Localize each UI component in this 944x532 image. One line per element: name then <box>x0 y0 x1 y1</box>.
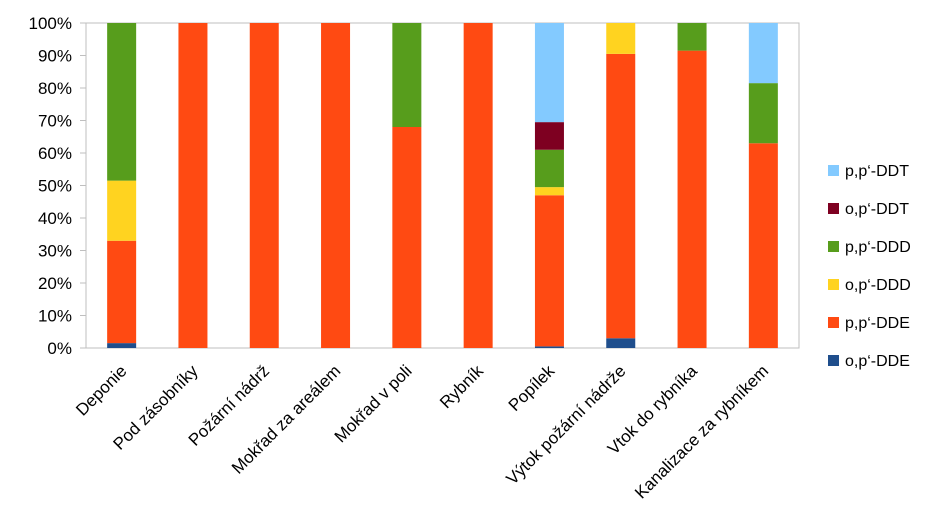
legend: p,p‘-DDT o,p‘-DDT p,p‘-DDD o,p‘-DDD p,p‘-DDE… <box>828 163 911 370</box>
y-tick-label: 90% <box>38 47 72 66</box>
bar-segment <box>463 23 493 348</box>
x-category-label: Výtok požární nádrže <box>503 361 630 488</box>
bar-segment <box>606 53 636 339</box>
legend-label: o,p‘-DDD <box>845 277 911 294</box>
y-tick-label: 70% <box>38 112 72 131</box>
bar-segment <box>534 346 564 348</box>
legend-swatch <box>828 165 839 176</box>
bar-segment <box>107 180 137 241</box>
bar-segment <box>249 23 279 348</box>
bar-segment <box>321 23 351 348</box>
x-category-label: Deponie <box>72 361 130 419</box>
legend-swatch <box>828 203 839 214</box>
bar-segment <box>534 149 564 188</box>
y-axis-ticks: 0% 10% 20% 30% 40% 50% 60% 70% 80% 90% 100% <box>29 14 86 358</box>
legend-label: p,p‘-DDD <box>845 239 911 256</box>
legend-label: o,p‘-DDE <box>845 353 910 370</box>
x-category-label: Kanalizace za rybníkem <box>631 361 772 502</box>
y-tick-label: 40% <box>38 209 72 228</box>
y-tick-label: 10% <box>38 307 72 326</box>
x-category-label: Popílek <box>505 361 559 415</box>
bar-segment <box>748 23 778 84</box>
bar-segment <box>677 50 707 348</box>
bar-segment <box>107 23 137 181</box>
legend-label: p,p‘-DDT <box>845 163 909 180</box>
bar-segment <box>748 143 778 348</box>
y-tick-label: 20% <box>38 274 72 293</box>
bar-segment <box>534 122 564 150</box>
y-tick-label: 0% <box>47 339 72 358</box>
bar-segment <box>748 83 778 144</box>
y-tick-label: 50% <box>38 177 72 196</box>
bar-segment <box>178 23 208 348</box>
bar-segment <box>534 187 564 196</box>
x-category-label: Rybník <box>436 361 487 412</box>
legend-swatch <box>828 279 839 290</box>
legend-swatch <box>828 355 839 366</box>
bar-segment <box>534 195 564 347</box>
legend-label: o,p‘-DDT <box>845 201 909 218</box>
bars <box>107 23 778 348</box>
bar-segment <box>606 23 636 54</box>
y-tick-label: 60% <box>38 144 72 163</box>
bar-segment <box>606 338 636 348</box>
legend-swatch <box>828 317 839 328</box>
legend-label: p,p‘-DDE <box>845 315 910 332</box>
bar-segment <box>107 240 137 344</box>
bar-segment <box>107 343 137 348</box>
bar-segment <box>392 23 422 127</box>
y-tick-label: 80% <box>38 79 72 98</box>
bar-segment <box>392 127 422 348</box>
bar-segment <box>534 23 564 123</box>
legend-swatch <box>828 241 839 252</box>
y-tick-label: 30% <box>38 242 72 261</box>
y-tick-label: 100% <box>29 14 72 33</box>
bar-segment <box>677 23 707 51</box>
